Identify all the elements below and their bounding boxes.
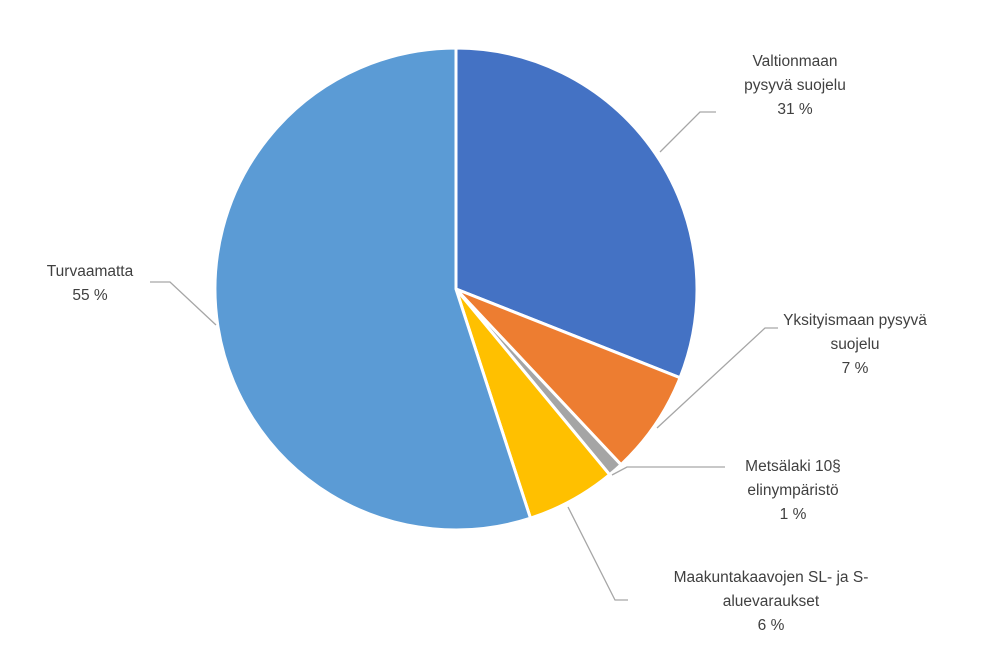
slice-category-label: Valtionmaan — [752, 53, 837, 70]
slice-label: Yksityismaan pysyvä suojelu 7 % — [783, 312, 927, 377]
slice-value-label: 55 % — [72, 287, 108, 304]
data-labels: Valtionmaan pysyvä suojelu 31 % Yksityismaa… — [47, 53, 928, 634]
slice-category-label: Metsälaki 10§ — [745, 458, 841, 475]
leader-line — [150, 281, 217, 326]
slice-category-label: Maakuntakaavojen SL- ja S- — [674, 569, 869, 586]
leader-line — [567, 506, 628, 601]
slice-category-label: suojelu — [830, 336, 879, 353]
slice-category-label: Turvaamatta — [47, 263, 134, 280]
pie-slice — [213, 46, 532, 532]
slice-label: Turvaamatta 55 % — [47, 263, 134, 304]
pie-slice — [454, 46, 699, 380]
slice-category-label: pysyvä suojelu — [744, 77, 846, 94]
slice-value-label: 7 % — [842, 360, 869, 377]
leader-line — [656, 327, 778, 429]
leader-lines — [150, 111, 778, 601]
slice-value-label: 6 % — [758, 617, 785, 634]
leader-line — [611, 466, 725, 476]
slice-value-label: 1 % — [780, 506, 807, 523]
slice-label: Maakuntakaavojen SL- ja S-aluevaraukset 6… — [674, 569, 869, 634]
pie-slice — [454, 287, 682, 467]
pie-slices — [213, 46, 699, 532]
slice-label: Valtionmaan pysyvä suojelu 31 % — [744, 53, 846, 118]
slice-category-label: Yksityismaan pysyvä — [783, 312, 927, 329]
slice-category-label: aluevaraukset — [723, 593, 820, 610]
slice-category-label: elinympäristö — [747, 482, 838, 499]
leader-line — [659, 111, 716, 153]
slice-label: Metsälaki 10§ elinympäristö 1 % — [745, 458, 841, 523]
slice-value-label: 31 % — [777, 101, 813, 118]
